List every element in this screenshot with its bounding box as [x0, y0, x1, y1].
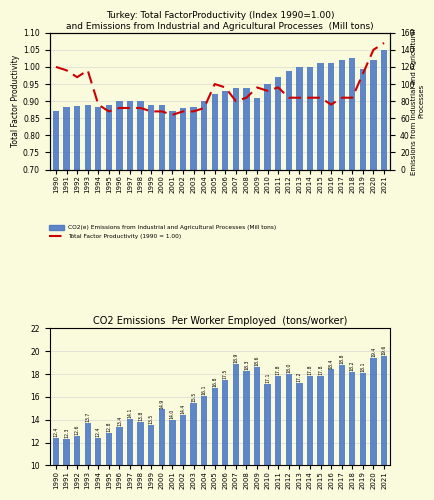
Text: 14.1: 14.1 [127, 408, 132, 418]
Bar [306, 67, 312, 170]
Bar [253, 98, 260, 170]
Text: 13.4: 13.4 [117, 416, 122, 426]
Text: 12.4: 12.4 [53, 426, 58, 437]
Bar [84, 423, 91, 500]
Text: 14.0: 14.0 [170, 408, 174, 419]
Bar [137, 101, 144, 170]
Bar [116, 426, 122, 500]
Bar [63, 107, 69, 170]
Bar [317, 376, 323, 500]
Bar [232, 88, 239, 170]
Bar [95, 438, 101, 500]
Bar [116, 101, 122, 170]
Text: 16.1: 16.1 [201, 384, 206, 395]
Text: 13.7: 13.7 [85, 412, 90, 422]
Bar [327, 62, 334, 170]
Text: 14.9: 14.9 [159, 398, 164, 408]
Bar [169, 112, 175, 170]
Text: 17.8: 17.8 [317, 365, 322, 376]
Bar [264, 84, 270, 170]
Bar [296, 67, 302, 170]
Bar [105, 434, 112, 500]
Text: 17.8: 17.8 [275, 365, 280, 376]
Bar [264, 384, 270, 500]
Text: 19.4: 19.4 [370, 347, 375, 357]
Bar [127, 418, 133, 500]
Bar [158, 104, 164, 170]
Bar [222, 380, 228, 500]
Bar [211, 388, 217, 500]
Bar [201, 101, 207, 170]
Text: 17.1: 17.1 [264, 373, 270, 384]
Bar [190, 402, 196, 500]
Bar [369, 358, 376, 500]
Bar [148, 106, 154, 170]
Bar [285, 71, 291, 170]
Bar [359, 373, 365, 500]
Bar [84, 104, 91, 170]
Bar [179, 108, 186, 170]
Bar [349, 58, 355, 170]
Text: 12.4: 12.4 [95, 426, 101, 437]
Text: 18.6: 18.6 [254, 356, 259, 366]
Bar [317, 62, 323, 170]
Y-axis label: Emissions from Industrial and Agricultural
Processes: Emissions from Industrial and Agricultur… [410, 28, 423, 174]
Text: 17.5: 17.5 [222, 368, 227, 379]
Bar [169, 420, 175, 500]
Bar [274, 77, 281, 170]
Text: 12.3: 12.3 [64, 428, 69, 438]
Bar [359, 68, 365, 170]
Bar [349, 372, 355, 500]
Bar [148, 426, 154, 500]
Bar [105, 104, 112, 170]
Bar [74, 106, 80, 170]
Text: 18.4: 18.4 [328, 358, 333, 368]
Bar [158, 410, 164, 500]
Bar [53, 438, 59, 500]
Bar [285, 374, 291, 500]
Legend: CO2(e) Emissions from Industrial and Agricultural Processes (Mill tons), Total F: CO2(e) Emissions from Industrial and Agr… [49, 224, 276, 240]
Bar [63, 439, 69, 500]
Text: 18.8: 18.8 [339, 354, 343, 364]
Text: 17.8: 17.8 [307, 365, 312, 376]
Bar [179, 415, 186, 500]
Bar [243, 88, 249, 170]
Bar [232, 364, 239, 500]
Bar [137, 422, 144, 500]
Title: CO2 Emissions  Per Worker Employed  (tons/worker): CO2 Emissions Per Worker Employed (tons/… [92, 316, 346, 326]
Bar [274, 376, 281, 500]
Bar [95, 107, 101, 170]
Y-axis label: Total Factor Productivity: Total Factor Productivity [11, 55, 20, 148]
Text: 18.3: 18.3 [243, 360, 248, 370]
Text: 18.9: 18.9 [233, 352, 238, 363]
Text: 17.2: 17.2 [296, 372, 301, 382]
Bar [380, 356, 386, 500]
Bar [243, 370, 249, 500]
Bar [201, 396, 207, 500]
Text: 19.6: 19.6 [381, 344, 386, 355]
Text: 14.4: 14.4 [180, 404, 185, 414]
Bar [296, 383, 302, 500]
Bar [338, 365, 344, 500]
Bar [306, 376, 312, 500]
Title: Turkey: Total FactorProductivity (Index 1990=1.00)
and Emissions from Industrial: Turkey: Total FactorProductivity (Index … [66, 11, 373, 30]
Text: 12.8: 12.8 [106, 422, 111, 432]
Bar [338, 60, 344, 170]
Bar [369, 60, 376, 170]
Text: 18.1: 18.1 [359, 362, 365, 372]
Bar [127, 101, 133, 170]
Bar [380, 50, 386, 170]
Bar [190, 107, 196, 170]
Text: 16.8: 16.8 [212, 376, 217, 387]
Bar [53, 112, 59, 170]
Bar [327, 370, 334, 500]
Text: 15.5: 15.5 [191, 392, 196, 402]
Text: 18.2: 18.2 [349, 360, 354, 371]
Bar [253, 367, 260, 500]
Text: 13.8: 13.8 [138, 410, 143, 421]
Text: 18.0: 18.0 [286, 363, 291, 373]
Bar [211, 94, 217, 170]
Bar [222, 91, 228, 170]
Text: 13.5: 13.5 [148, 414, 153, 424]
Text: 12.6: 12.6 [75, 424, 79, 435]
